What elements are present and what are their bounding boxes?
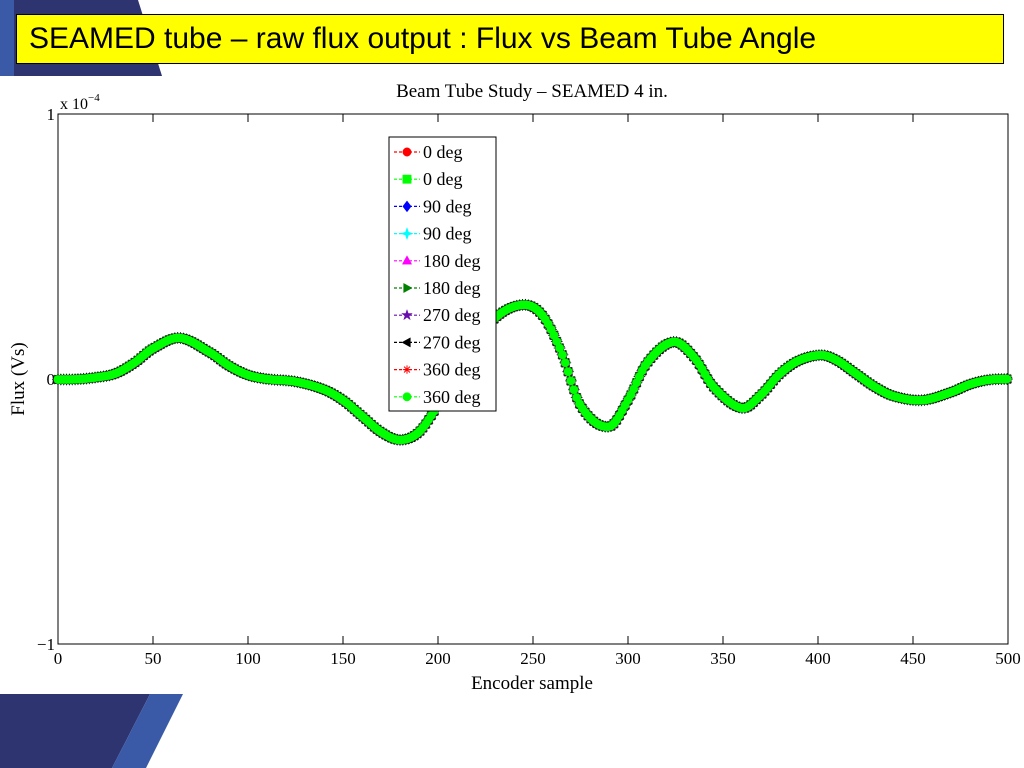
legend-label: 0 deg [423, 142, 463, 162]
legend-marker [402, 174, 412, 184]
x-tick-label: 500 [995, 649, 1021, 668]
legend-marker [402, 200, 412, 213]
legend-marker [402, 147, 412, 157]
x-tick-label: 300 [615, 649, 641, 668]
legend-marker [401, 255, 413, 265]
x-tick-label: 100 [235, 649, 261, 668]
legend-entry: 180 deg [394, 251, 481, 271]
legend-label: 0 deg [423, 169, 463, 189]
legend-label: 360 deg [423, 387, 481, 407]
y-multiplier: x 10−4 [60, 92, 100, 113]
legend-marker [401, 308, 413, 321]
y-multiplier-exponent: −4 [88, 92, 100, 104]
x-tick-label: 350 [710, 649, 736, 668]
x-axis-label: Encoder sample [471, 673, 593, 694]
legend: 0 deg 0 deg 90 deg 90 deg 180 deg 180 deg 270 … [388, 136, 497, 412]
legend-entry: 360 deg [394, 360, 481, 380]
legend-marker [401, 337, 411, 348]
plot-area [57, 113, 1009, 645]
legend-label: 270 deg [423, 305, 481, 325]
chart-title: Beam Tube Study – SEAMED 4 in. [396, 81, 668, 102]
legend-items: 0 deg 0 deg 90 deg 90 deg 180 deg 180 deg 270 … [394, 142, 481, 407]
legend-label: 180 deg [423, 278, 481, 298]
y-tick-label: 0 [47, 370, 56, 389]
series-layer [51, 298, 1014, 447]
bottom-left-corner-accent [112, 694, 183, 768]
x-tick-label: 450 [900, 649, 926, 668]
legend-entry: 90 deg [394, 196, 472, 216]
x-tick-label: 400 [805, 649, 831, 668]
legend-entry: 270 deg [394, 305, 481, 325]
y-tick-label: 1 [47, 105, 56, 124]
legend-marker [400, 226, 414, 241]
x-tick-label: 250 [520, 649, 546, 668]
x-tick-label: 0 [54, 649, 63, 668]
y-tick-label: −1 [37, 635, 55, 654]
legend-label: 360 deg [423, 360, 481, 380]
legend-marker [403, 282, 413, 294]
y-axis-label: Flux (Vs) [8, 342, 29, 415]
legend-label: 90 deg [423, 224, 472, 244]
legend-entry: 180 deg [394, 278, 481, 298]
top-left-corner-accent [0, 0, 14, 76]
legend-entry: 0 deg [394, 169, 463, 189]
x-tick-label: 150 [330, 649, 356, 668]
legend-label: 180 deg [423, 251, 481, 271]
legend-marker [402, 365, 412, 374]
slide-title: SEAMED tube – raw flux output : Flux vs … [16, 14, 1004, 64]
x-tick-label: 50 [145, 649, 162, 668]
legend-entry: 0 deg [394, 142, 463, 162]
legend-label: 270 deg [423, 332, 481, 352]
legend-marker [402, 392, 412, 402]
y-multiplier-base: x 10 [60, 96, 88, 113]
bottom-left-corner-shape [0, 694, 150, 768]
legend-entry: 270 deg [394, 332, 481, 352]
legend-label: 90 deg [423, 196, 472, 216]
legend-entry: 90 deg [394, 224, 472, 244]
x-axis-ticks: 0 50 100 150 200 250 300 350 400 450 500 [54, 114, 1021, 668]
x-tick-label: 200 [425, 649, 451, 668]
legend-entry: 360 deg [394, 387, 481, 407]
